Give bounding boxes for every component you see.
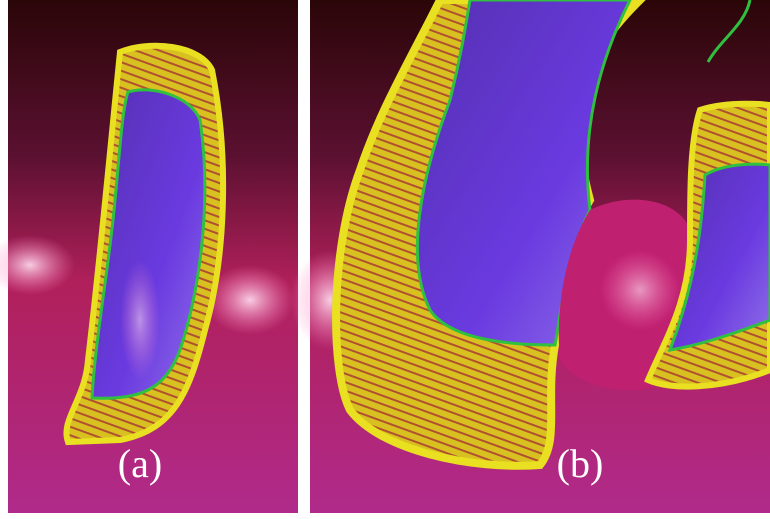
figure: (a) (b) [0,0,770,519]
panel-a: (a) [0,0,298,513]
panel-b: (b) [290,0,770,513]
panel-label: (b) [557,441,604,486]
panel-label: (a) [118,441,162,486]
